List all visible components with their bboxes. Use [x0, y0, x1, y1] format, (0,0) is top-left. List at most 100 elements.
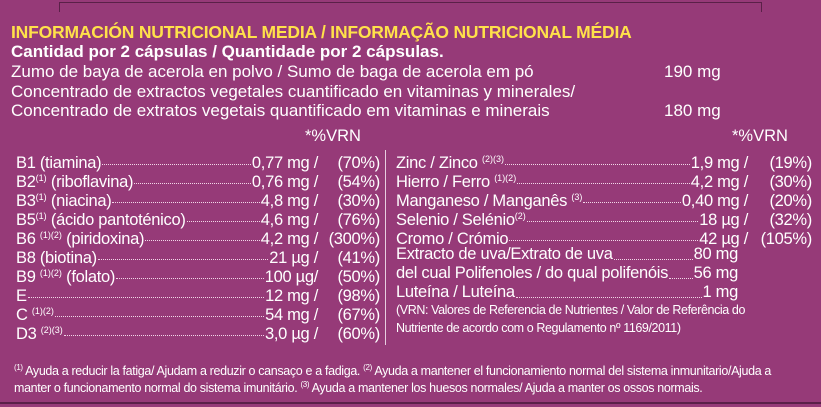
table-row: del cual Polifenoles / do qual polifenói… [396, 264, 738, 283]
nutrient-name: C (1)(2) [16, 306, 54, 324]
dot-leader [102, 163, 251, 165]
dot-leader [509, 239, 699, 241]
table-row: C (1)(2) 54 mg / (67%) [16, 302, 380, 324]
dot-leader [27, 296, 265, 298]
nutrient-vrn: (105%) [760, 230, 813, 248]
dot-leader [504, 163, 690, 165]
table-row: Manganeso / Manganês (3) 0,40 mg / (20%) [396, 188, 812, 210]
nutrient-amount: 4,8 mg / [260, 192, 319, 210]
concentrate-amount: 180 mg [664, 101, 721, 120]
nutrient-vrn: (41%) [337, 249, 380, 267]
nutrient-name: B8 (biotina) [16, 249, 97, 267]
extra-name: Luteína / Luteína [396, 283, 515, 301]
nutrient-amount: 100 µg/ [264, 268, 319, 286]
nutrient-vrn: (32%) [769, 211, 812, 229]
nutrient-vrn: (30%) [769, 173, 812, 191]
footnote-line2: manter o funcionamento normal do sistema… [14, 380, 703, 395]
nutrient-name: B3(1) (niacina) [16, 192, 112, 210]
dot-leader [145, 239, 260, 241]
nutrient-amount: 21 µg / [269, 249, 318, 267]
dot-leader [63, 334, 265, 336]
table-row: Cromo / Crómio 42 µg / (105%) [396, 226, 812, 248]
dot-leader [97, 258, 269, 260]
page-title: INFORMACIÓN NUTRICIONAL MEDIA / INFORMAÇ… [11, 22, 632, 42]
vrn-note-line1: (VRN: Valores de Referencia de Nutriente… [396, 303, 746, 317]
extra-name: Extracto de uva/Extrato de uva [396, 245, 613, 263]
nutrient-vrn: (67%) [337, 306, 380, 324]
extra-amount: 80 mg [693, 245, 739, 263]
nutrient-name: B1 (tiamina) [16, 154, 102, 172]
nutrient-name: E [16, 287, 27, 305]
table-row: Hierro / Ferro (1)(2) 4,2 mg / (30%) [396, 169, 812, 191]
nutrient-vrn: (98%) [337, 287, 380, 305]
dot-leader [112, 201, 260, 203]
serving-size: Cantidad por 2 cápsulas / Quantidade por… [11, 42, 444, 61]
nutrient-amount: 0,40 mg / [681, 192, 748, 210]
concentrate-label-es: Concentrado de extractos vegetales cuant… [11, 82, 576, 101]
nutrient-amount: 42 µg / [699, 230, 748, 248]
nutrient-amount: 12 mg / [265, 287, 318, 305]
vrn-header-right: *%VRN [732, 127, 788, 145]
nutrient-vrn: (20%) [769, 192, 812, 210]
extra-amount: 1 mg [702, 283, 739, 301]
extra-name: del cual Polifenoles / do qual polifenói… [396, 264, 669, 282]
top-frame-line [59, 2, 762, 12]
dot-leader [54, 315, 265, 317]
nutrient-name: Manganeso / Manganês (3) [396, 192, 583, 210]
nutrient-name: Hierro / Ferro (1)(2) [396, 173, 517, 191]
footnote-line1: (1) Ayuda a reducir la fatiga/ Ajudam a … [14, 363, 772, 378]
nutrient-amount: 4,6 mg / [260, 211, 319, 229]
table-row: E 12 mg / (98%) [16, 283, 380, 305]
nutrient-vrn: (50%) [337, 268, 380, 286]
dot-leader [515, 296, 702, 298]
nutrient-amount: 3,0 µg / [265, 325, 318, 343]
table-row: B2(1) (riboflavina) 0,76 mg / (54%) [16, 169, 380, 191]
nutrient-amount: 1,9 mg / [690, 154, 749, 172]
dot-leader [517, 182, 690, 184]
nutrient-name: D3 (2)(3) [16, 325, 63, 343]
dot-leader [186, 220, 260, 222]
extra-amount: 56 mg [693, 264, 739, 282]
dot-leader [134, 182, 251, 184]
table-row: B9 (1)(2) (folato) 100 µg/ (50%) [16, 264, 380, 286]
dot-leader [526, 220, 699, 222]
nutrient-vrn: (70%) [337, 154, 380, 172]
dot-leader [583, 201, 681, 203]
nutrient-vrn: (76%) [337, 211, 380, 229]
nutrient-vrn: (30%) [337, 192, 380, 210]
column-divider [385, 150, 386, 345]
dot-leader [669, 277, 693, 279]
vrn-note-line2: Nutriente de acordo com o Regulamento nº… [396, 321, 681, 335]
nutrient-amount: 4,2 mg / [260, 230, 319, 248]
nutrient-name: B2(1) (riboflavina) [16, 173, 134, 191]
concentrate-label-pt: Concentrado de extratos vegetais quantif… [11, 101, 550, 120]
table-row: B6 (1)(2) (piridoxina) 4,2 mg / (300%) [16, 226, 380, 248]
table-row: B1 (tiamina) 0,77 mg / (70%) [16, 150, 380, 172]
nutrient-name: Cromo / Crómio [396, 230, 509, 248]
nutrient-vrn: (60%) [337, 325, 380, 343]
table-row: Selenio / Selénio(2) 18 µg / (32%) [396, 207, 812, 229]
nutrient-name: B9 (1)(2) (folato) [16, 268, 116, 286]
table-row: Zinc / Zinco (2)(3) 1,9 mg / (19%) [396, 150, 812, 172]
table-row: B5(1) (ácido pantoténico) 4,6 mg / (76%) [16, 207, 380, 229]
table-row: B8 (biotina) 21 µg / (41%) [16, 245, 380, 267]
nutrient-name: Zinc / Zinco (2)(3) [396, 154, 504, 172]
table-row: Extracto de uva/Extrato de uva 80 mg [396, 245, 738, 264]
nutrient-name: Selenio / Selénio(2) [396, 211, 526, 229]
nutrient-amount: 0,76 mg / [251, 173, 318, 191]
vrn-header-left: *%VRN [305, 127, 361, 145]
table-row: D3 (2)(3) 3,0 µg / (60%) [16, 321, 380, 343]
nutrient-vrn: (19%) [769, 154, 812, 172]
nutrient-name: B6 (1)(2) (piridoxina) [16, 230, 145, 248]
dot-leader [613, 258, 693, 260]
nutrient-amount: 54 mg / [265, 306, 318, 324]
table-row: Luteína / Luteína 1 mg [396, 283, 738, 302]
acerola-label: Zumo de baya de acerola en polvo / Sumo … [11, 62, 534, 81]
bottom-border-line [0, 402, 821, 404]
nutrient-amount: 0,77 mg / [251, 154, 318, 172]
nutrient-amount: 18 µg / [699, 211, 748, 229]
nutrient-vrn: (300%) [328, 230, 381, 248]
nutrient-amount: 4,2 mg / [690, 173, 749, 191]
nutrient-vrn: (54%) [337, 173, 380, 191]
table-row: B3(1) (niacina) 4,8 mg / (30%) [16, 188, 380, 210]
